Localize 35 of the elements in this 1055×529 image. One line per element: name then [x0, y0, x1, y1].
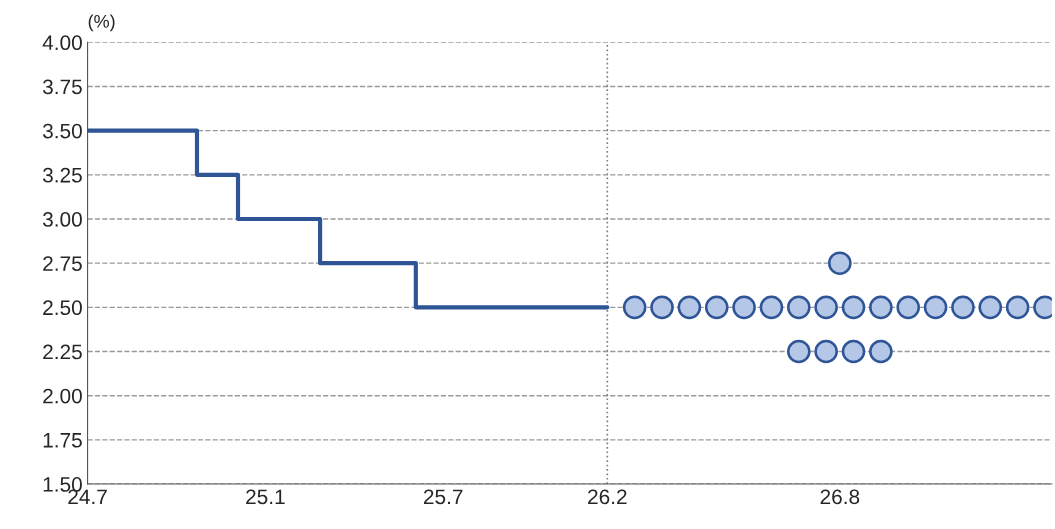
point — [759, 295, 784, 320]
y-tick-label: 2.50 — [43, 300, 82, 316]
point — [869, 295, 893, 320]
point — [828, 251, 852, 275]
point — [923, 295, 948, 320]
point — [841, 339, 866, 364]
point — [1005, 295, 1030, 320]
point — [704, 295, 729, 320]
point — [841, 295, 866, 320]
y-tick-label: 2.25 — [43, 344, 82, 360]
x-tick-label: 25.7 — [423, 489, 463, 505]
y-tick-label: 2.75 — [43, 256, 82, 271]
y-tick-label: 1.75 — [43, 433, 82, 448]
point — [650, 295, 674, 320]
x-tick-label: 26.2 — [588, 489, 627, 505]
x-tick-label: 25.1 — [246, 489, 285, 505]
point — [814, 295, 838, 320]
point — [732, 295, 756, 320]
y-tick-label: 3.75 — [42, 79, 82, 95]
y-tick-label: 3.25 — [42, 167, 82, 183]
y-tick-label: 3.00 — [42, 212, 82, 227]
y-tick-label: 2.00 — [43, 388, 82, 404]
point — [869, 339, 893, 364]
point — [787, 295, 811, 320]
y-axis-title: (%) — [88, 14, 115, 32]
point — [677, 295, 702, 320]
point — [896, 295, 920, 320]
point — [951, 295, 975, 320]
y-tick-label: 4.00 — [42, 35, 82, 51]
y-tick-label: 3.50 — [42, 123, 82, 139]
point — [787, 339, 811, 364]
x-tick-label: 26.8 — [820, 489, 860, 505]
point — [814, 339, 838, 364]
point — [622, 295, 647, 320]
point — [978, 295, 1003, 320]
